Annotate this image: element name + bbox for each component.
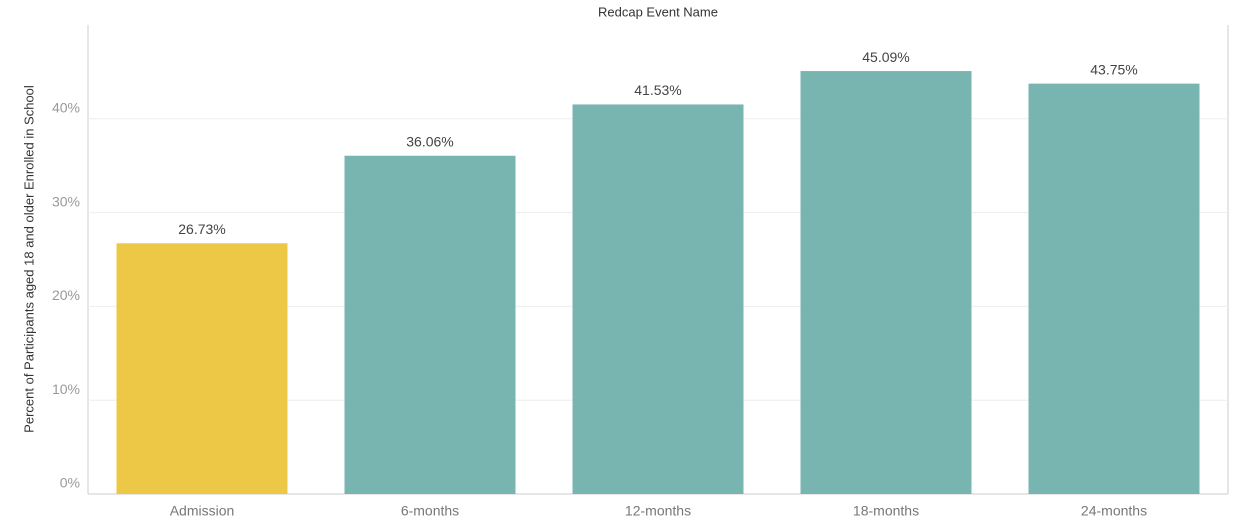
chart-title: Redcap Event Name: [598, 4, 718, 19]
data-label: 26.73%: [178, 221, 225, 237]
y-tick-label: 40%: [52, 100, 80, 116]
y-tick-label: 0%: [60, 475, 80, 491]
data-label: 45.09%: [862, 49, 909, 65]
data-label: 36.06%: [406, 133, 453, 149]
x-tick-label: 6-months: [401, 503, 459, 519]
bar: [344, 155, 516, 494]
bar: [572, 104, 744, 494]
x-tick-label: 24-months: [1081, 503, 1147, 519]
y-axis-label: Percent of Participants aged 18 and olde…: [21, 85, 36, 433]
y-tick-label: 30%: [52, 193, 80, 209]
bar: [1028, 83, 1200, 494]
x-tick-label: 18-months: [853, 503, 919, 519]
y-tick-label: 20%: [52, 287, 80, 303]
data-label: 43.75%: [1090, 61, 1137, 77]
x-tick-label: Admission: [170, 503, 235, 519]
x-tick-label: 12-months: [625, 503, 691, 519]
bar: [800, 71, 972, 495]
data-label: 41.53%: [634, 82, 681, 98]
y-tick-label: 10%: [52, 381, 80, 397]
bar: [116, 243, 288, 494]
